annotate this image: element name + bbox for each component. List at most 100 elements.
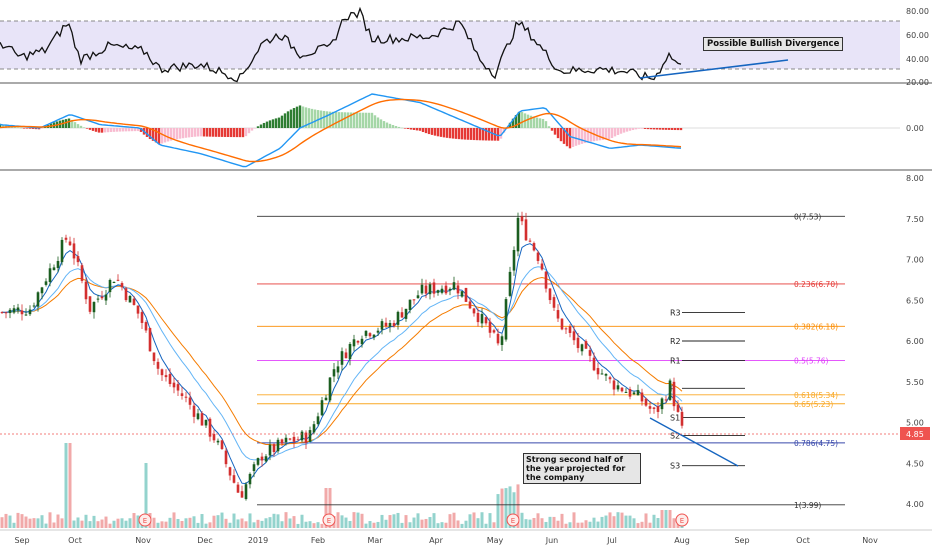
candle-body bbox=[656, 406, 660, 412]
volume-bar bbox=[128, 518, 132, 528]
volume-bar bbox=[256, 519, 260, 528]
macd-histogram-bar bbox=[187, 128, 191, 138]
candle-body bbox=[204, 419, 208, 426]
macd-histogram-bar bbox=[430, 128, 434, 135]
candle-body bbox=[644, 398, 648, 406]
candle-body bbox=[504, 299, 508, 340]
earnings-marker bbox=[506, 513, 520, 527]
volume-bar bbox=[304, 521, 308, 528]
price-tick: 5.00 bbox=[906, 419, 924, 428]
volume-bar bbox=[484, 523, 488, 528]
fibonacci-levels: 0(7.53) 0.236(6.70) 0.382(6.18) 0.5(5.76) 0.… bbox=[257, 212, 845, 510]
macd-histogram-bar bbox=[214, 128, 218, 137]
volume-bar bbox=[32, 518, 36, 528]
macd-histogram-bar bbox=[328, 111, 332, 128]
x-axis-label: 2019 bbox=[248, 536, 268, 545]
macd-histogram-bar bbox=[409, 128, 413, 130]
earnings-marker bbox=[675, 513, 689, 527]
macd-histogram-bar bbox=[172, 128, 176, 140]
macd-histogram-bar bbox=[166, 128, 170, 142]
candle-body bbox=[28, 309, 32, 315]
candle-body bbox=[372, 334, 376, 338]
macd-histogram-bar bbox=[157, 128, 161, 144]
candle-body bbox=[100, 296, 104, 299]
volume-bar bbox=[524, 519, 528, 528]
macd-histogram-bar bbox=[85, 128, 89, 129]
price-axis: 8.00 7.50 7.00 6.50 6.00 5.50 5.00 4.50 4.00 bbox=[906, 174, 924, 509]
x-axis-label: Jul bbox=[606, 536, 617, 545]
candle-body bbox=[248, 473, 252, 485]
candle-body bbox=[396, 311, 400, 325]
macd-histogram-bar bbox=[601, 128, 605, 140]
macd-histogram-bar bbox=[112, 128, 116, 132]
candle-body bbox=[628, 389, 632, 397]
macd-histogram-bar bbox=[607, 128, 611, 140]
x-axis-label: Nov bbox=[862, 536, 878, 545]
macd-histogram-bar bbox=[613, 128, 617, 137]
macd-histogram-bar bbox=[466, 128, 470, 140]
candle-body bbox=[376, 330, 380, 333]
volume-bar bbox=[384, 519, 388, 528]
candle-body bbox=[172, 382, 176, 388]
macd-histogram-bar bbox=[325, 111, 329, 128]
candle-body bbox=[180, 393, 184, 396]
volume-bar bbox=[508, 486, 512, 528]
volume-bar bbox=[12, 522, 16, 528]
volume-bar bbox=[576, 522, 580, 528]
price-tick: 6.50 bbox=[906, 296, 924, 305]
x-axis-label: Sep bbox=[14, 536, 29, 545]
x-axis-label: Aug bbox=[674, 536, 690, 545]
volume-bar bbox=[392, 514, 396, 528]
macd-histogram-bar bbox=[532, 116, 536, 128]
volume-bar bbox=[0, 517, 4, 528]
candle-body bbox=[104, 294, 108, 301]
candle-body bbox=[232, 475, 236, 483]
pivot-label: S1 bbox=[670, 414, 680, 423]
volume-bar bbox=[572, 512, 576, 528]
macd-histogram-bar bbox=[508, 122, 512, 128]
pivot-label: R3 bbox=[670, 308, 681, 317]
candle-body bbox=[164, 375, 168, 378]
candle-body bbox=[212, 433, 216, 441]
volume-bar bbox=[428, 517, 432, 528]
macd-histogram-bar bbox=[178, 128, 182, 139]
candle-body bbox=[600, 373, 604, 375]
candle-body bbox=[184, 396, 188, 398]
candle-body bbox=[496, 333, 500, 344]
volume-bar bbox=[300, 514, 304, 528]
volume-bar bbox=[152, 517, 156, 528]
candle-body bbox=[324, 397, 328, 401]
volume-bar bbox=[188, 517, 192, 528]
volume-bar bbox=[376, 521, 380, 528]
candle-body bbox=[336, 366, 340, 373]
candle-body bbox=[76, 256, 80, 263]
volume-bar bbox=[500, 488, 504, 528]
x-axis-label: Nov bbox=[135, 536, 151, 545]
candle-body bbox=[460, 291, 464, 297]
macd-histogram-bar bbox=[346, 112, 350, 128]
macd-histogram-bar bbox=[118, 128, 122, 132]
macd-histogram-bar bbox=[205, 128, 209, 137]
candle-body bbox=[416, 295, 420, 299]
price-tick: 4.50 bbox=[906, 459, 924, 468]
candle-body bbox=[120, 283, 124, 288]
candle-body bbox=[144, 322, 148, 331]
candle-body bbox=[40, 287, 44, 294]
candle-body bbox=[468, 301, 472, 309]
candle-body bbox=[304, 432, 308, 443]
candle-body bbox=[552, 297, 556, 308]
candle-body bbox=[556, 310, 560, 319]
candle-body bbox=[20, 310, 24, 315]
price-tick: 7.00 bbox=[906, 256, 924, 265]
macd-histogram-bar bbox=[361, 112, 365, 128]
volume-bar bbox=[580, 522, 584, 528]
volume-bar bbox=[628, 515, 632, 528]
volume-bar bbox=[40, 515, 44, 528]
volume-bar bbox=[556, 520, 560, 528]
volume-bar bbox=[616, 512, 620, 528]
macd-histogram-bar bbox=[286, 111, 290, 128]
macd-histogram-bar bbox=[382, 121, 386, 128]
volume-bar bbox=[136, 515, 140, 528]
candle-body bbox=[560, 318, 564, 330]
